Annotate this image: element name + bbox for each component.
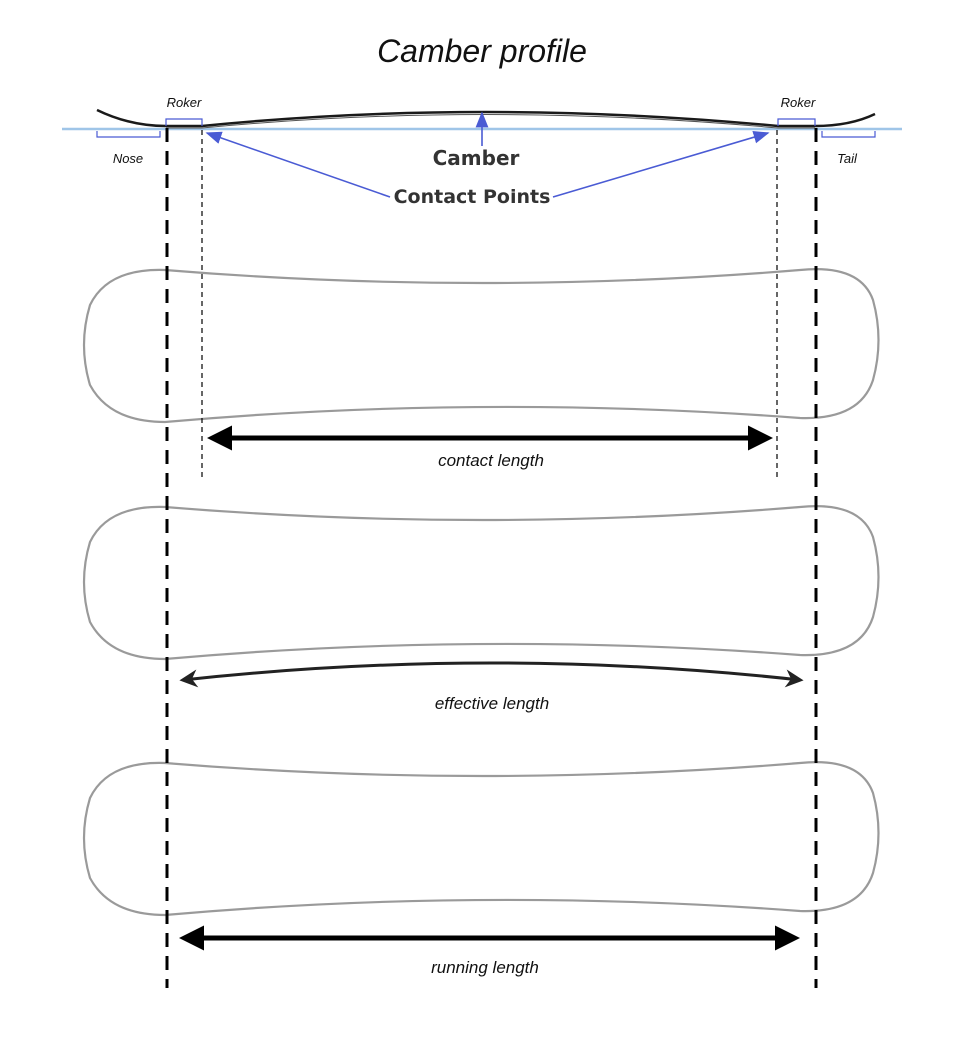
contact-point-arrow-left xyxy=(205,131,391,198)
tail-label: Tail xyxy=(837,151,858,166)
board-outline-contact xyxy=(82,268,880,424)
camber-label: Camber xyxy=(433,146,520,170)
left-rocker-bracket xyxy=(165,118,203,126)
contact-length-label: contact length xyxy=(438,451,544,470)
effective-length-arrow xyxy=(179,661,804,688)
right-rocker-label: Roker xyxy=(781,95,816,110)
board-outline-effective xyxy=(82,505,880,661)
board-profile-curve xyxy=(96,108,876,128)
tail-bracket xyxy=(821,131,876,138)
running-length-label: running length xyxy=(431,958,539,977)
contact-points-label: Contact Points xyxy=(394,186,551,208)
nose-bracket xyxy=(96,131,161,138)
nose-label: Nose xyxy=(113,151,143,166)
board-outline-running xyxy=(82,761,880,917)
left-rocker-label: Roker xyxy=(167,95,202,110)
page-title: Camber profile xyxy=(377,33,587,69)
contact-point-arrow-right xyxy=(552,130,770,198)
effective-length-label: effective length xyxy=(435,694,549,713)
right-rocker-bracket xyxy=(777,118,816,126)
